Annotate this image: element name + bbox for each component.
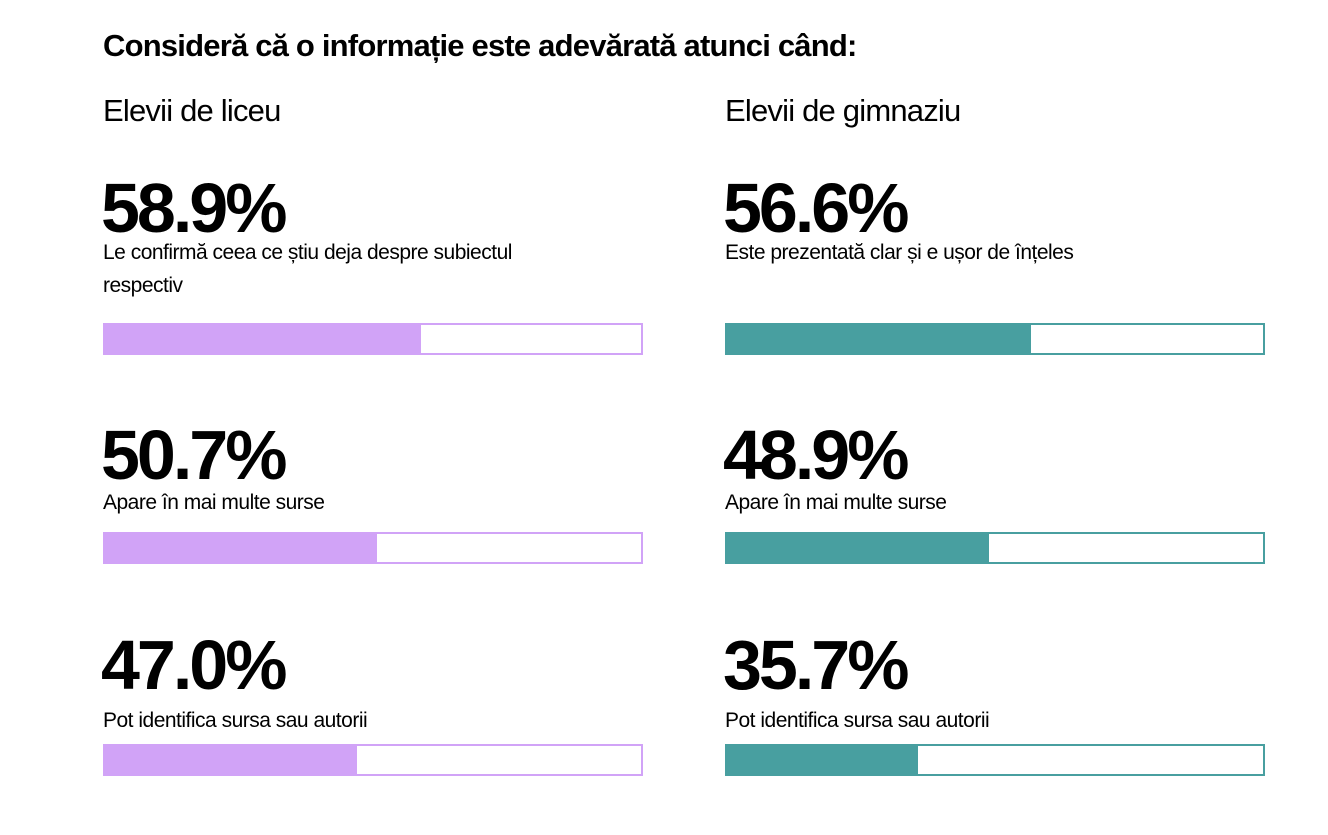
category-label: Apare în mai multe surse <box>103 491 325 514</box>
bar-track <box>103 323 643 355</box>
category-label: Pot identifica sursa sau autorii <box>103 709 368 732</box>
bar-track <box>725 323 1265 355</box>
category-label: Pot identifica sursa sau autorii <box>725 709 990 732</box>
bar-fill <box>103 323 422 355</box>
bar-fill <box>725 532 990 564</box>
bar-track <box>725 532 1265 564</box>
value-label: 47.0% <box>101 626 287 704</box>
bar-track <box>725 744 1265 776</box>
value-label: 58.9% <box>101 169 287 247</box>
group-gimnaziu: Elevii de gimnaziu 56.6% Este prezentată c… <box>723 0 1265 835</box>
bar-fill <box>725 323 1031 355</box>
bar-fill <box>725 744 918 776</box>
group-liceu: Elevii de liceu 58.9% Le confirmă ceea ce … <box>101 0 643 835</box>
value-label: 50.7% <box>101 416 287 494</box>
bar-track <box>103 532 643 564</box>
bar-fill <box>103 532 377 564</box>
group-heading: Elevii de liceu <box>103 93 281 128</box>
bar-fill <box>103 744 357 776</box>
value-label: 35.7% <box>723 626 909 704</box>
category-label: Este prezentată clar și e ușor de înțele… <box>725 241 1074 264</box>
category-label: Apare în mai multe surse <box>725 491 947 514</box>
value-label: 56.6% <box>723 169 909 247</box>
value-label: 48.9% <box>723 416 909 494</box>
category-label: Le confirmă ceea ce știu deja despre sub… <box>103 241 512 297</box>
group-heading: Elevii de gimnaziu <box>725 93 961 128</box>
chart-title: Consideră că o informație este adevărată… <box>103 28 857 63</box>
bar-track <box>103 744 643 776</box>
